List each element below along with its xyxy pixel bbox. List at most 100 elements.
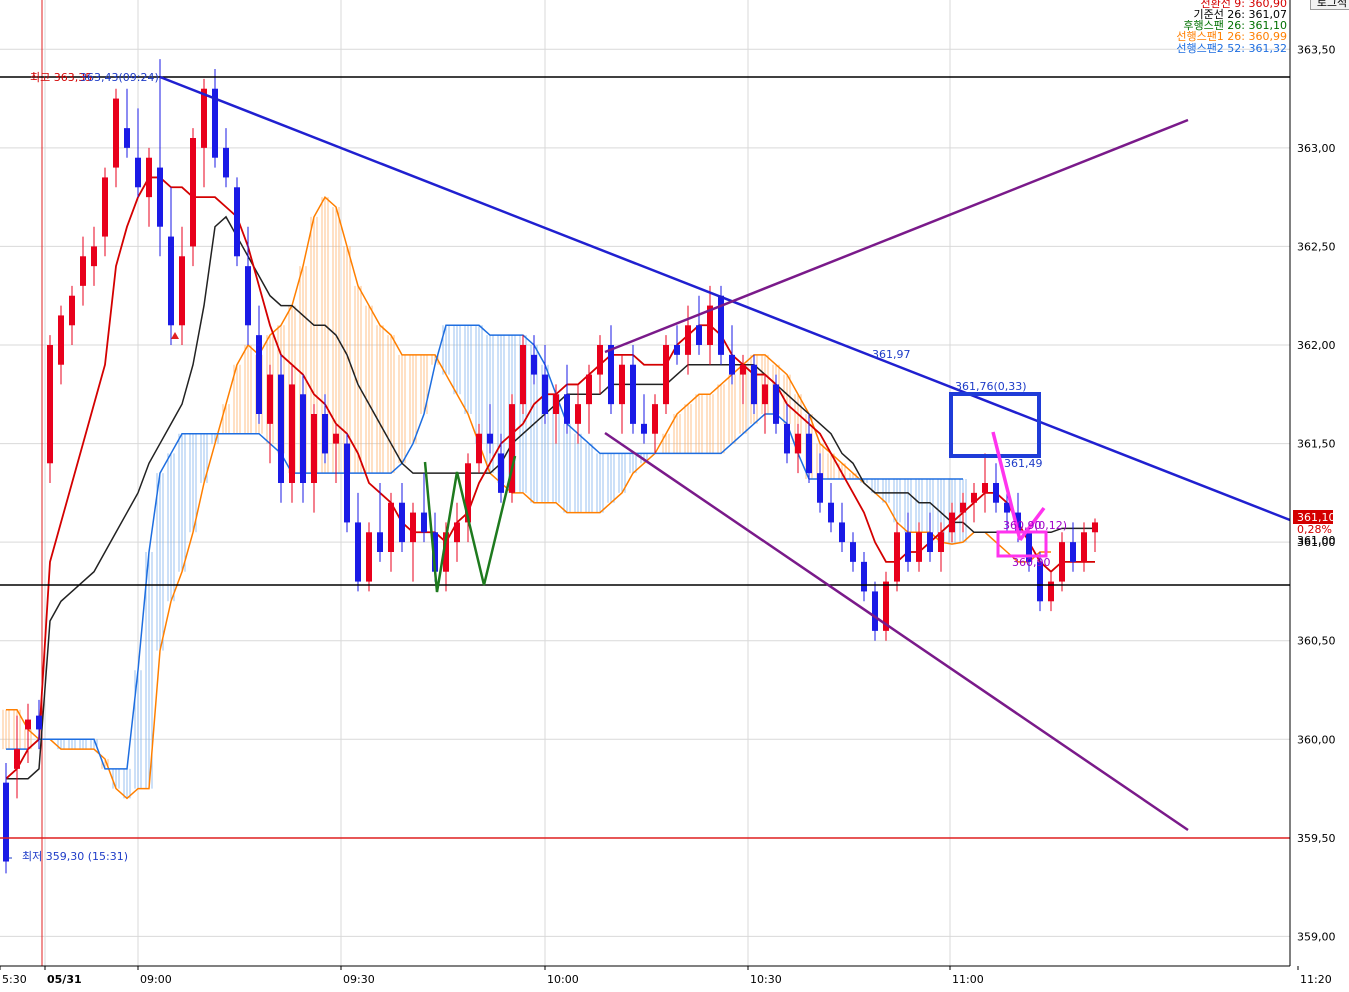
span2-line [6,324,963,770]
x-tick-label: 10:30 [750,973,782,986]
legend-span2: 선행스팬2 52: 361,32 [1176,42,1287,55]
candle-body [982,483,988,493]
indicator-lines [5,176,1095,800]
candle-body [432,532,438,572]
candle-body [487,433,493,444]
legend-kijun: 기준선 26: 361,07 [1193,8,1287,21]
descending-trendline [159,75,1291,522]
candle-body [938,532,944,552]
pink-arrow-shaft [991,431,1022,541]
candle-body [1026,532,1032,562]
trendline-label: 361,97 [872,348,911,361]
x-tick-label: 11:00 [952,973,984,986]
candle-body [773,384,779,424]
candle-body [113,98,119,168]
candle-body [443,532,449,572]
candle-body [201,88,207,148]
candle-body [531,354,537,375]
candle-body [410,512,416,543]
y-tick-label: 363,50 [1297,43,1336,56]
candle-body [168,236,174,326]
candle-body [762,384,768,405]
y-tick-label: 359,00 [1297,930,1336,943]
candle-body [608,345,614,405]
candle-body [300,394,306,483]
trend-overlays [0,75,1291,859]
x-tick-label: 11:20 [1300,973,1332,986]
candle-body [597,345,603,375]
x-tick-label: 09:00 [140,973,172,986]
candle-body [751,364,757,405]
candle-body [674,345,680,355]
candle-body [1004,502,1010,513]
candle-body [124,128,130,148]
candle-body [223,147,229,178]
candle-body [91,246,97,267]
y-tick-label: 362,00 [1297,339,1336,352]
candle-body [883,581,889,631]
up-marker [171,332,179,339]
x-tick-label: 5:30 [2,973,27,986]
log-scale-button[interactable]: 로그적 [1310,0,1349,10]
candle-body [839,522,845,543]
candle-body [179,256,185,326]
tenkan-line [5,176,1095,780]
candle-body [696,325,702,345]
candle-body [278,374,284,483]
candle-body [344,443,350,523]
candle-body [311,414,317,483]
candle-body [740,364,746,375]
candle-body [36,715,42,730]
candle-body [993,483,999,503]
candle-body [25,719,31,730]
x-tick-label: 09:30 [343,973,375,986]
candle-body [267,374,273,424]
candle-body [102,177,108,237]
candle-body [256,335,262,414]
candle-body [69,295,75,326]
candle-body [509,404,515,493]
legend-chikou: 후행스팬 26: 361,10 [1183,19,1287,32]
candle-body [1059,542,1065,582]
under-price-tick: 361,00 [1297,534,1336,547]
y-tick-label: 362,50 [1297,240,1336,253]
candle-body [146,157,152,198]
channel-lower-line [604,431,1189,832]
low-label: 최저 359,30 (15:31) [22,850,128,863]
candle-body [14,749,20,769]
kijun-line [6,215,1095,780]
candle-body [520,345,526,405]
candle-body [234,187,240,257]
current-pct: 0,28% [1297,523,1332,536]
candle-body [894,532,900,582]
candle-body [828,502,834,523]
candle-body [795,433,801,454]
highlight-box-blue [949,392,1041,458]
candle-body [729,354,735,375]
candle-body [949,512,955,533]
candle-body [586,374,592,405]
candle-body [971,492,977,503]
candle-body [58,315,64,365]
ichimoku-cloud [2,197,967,799]
candle-body [817,473,823,503]
candle-body [707,305,713,345]
candle-body [333,433,339,444]
box-label: 361,76(0,33) [955,380,1027,393]
candle-body [289,384,295,483]
candle-body [1037,561,1043,602]
current-price-tag: 361,10 0,28% 361,00 [1293,510,1336,547]
y-tick-label: 361,00 [1297,536,1336,549]
y-tick-label: 363,00 [1297,142,1336,155]
candle-body [784,423,790,454]
high-label: 최고 363,35 [30,71,92,84]
y-tick-label: 360,00 [1297,733,1336,746]
candle-body [641,423,647,434]
candle-body [806,433,812,474]
candle-body [564,394,570,424]
candle-body [575,404,581,424]
price-axis: 363,50 363,00 362,50 362,00 361,50 361,00 360,… [1289,0,1336,966]
candle-body [3,782,9,862]
candle-body [377,532,383,552]
candle-body [476,433,482,464]
